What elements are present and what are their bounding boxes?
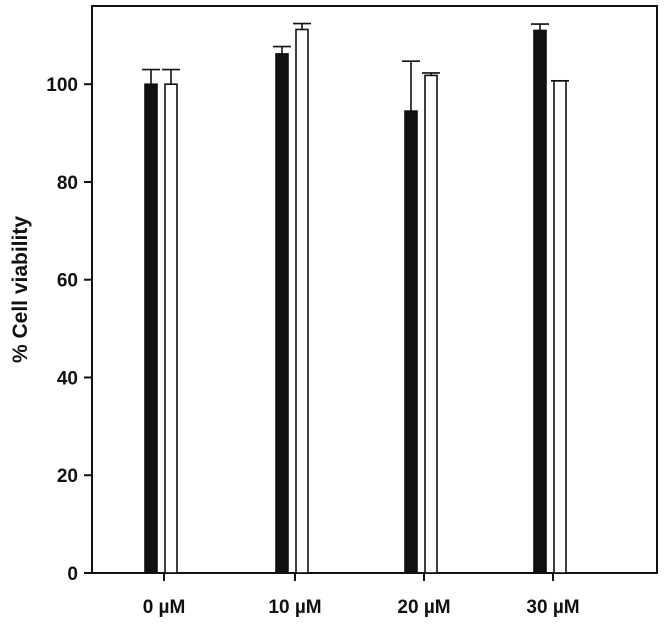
bar [533,29,547,574]
y-tick-label: 20 [57,466,78,487]
y-tick-label: 100 [46,75,78,96]
bar [144,83,158,574]
y-tick-label: 60 [57,271,78,292]
y-axis-title: % Cell viability [9,216,32,363]
x-tick-label: 30 µM [526,597,579,618]
bar [164,83,178,574]
bar [295,28,309,574]
plot-frame [91,5,658,574]
bars [142,22,569,574]
labels: 0 20 40 60 80 100 0 µM 10 µM 20 µM 30 µM [46,75,579,618]
axes [84,5,658,581]
bar [275,53,289,574]
y-tick-label: 80 [57,173,78,194]
bar [553,79,567,574]
bar [404,110,418,574]
bar [424,74,438,574]
y-tick-label: 0 [67,564,78,585]
x-tick-label: 20 µM [397,597,450,618]
y-tick-label: 40 [57,368,78,389]
x-tick-label: 10 µM [268,597,321,618]
x-tick-label: 0 µM [143,597,186,618]
